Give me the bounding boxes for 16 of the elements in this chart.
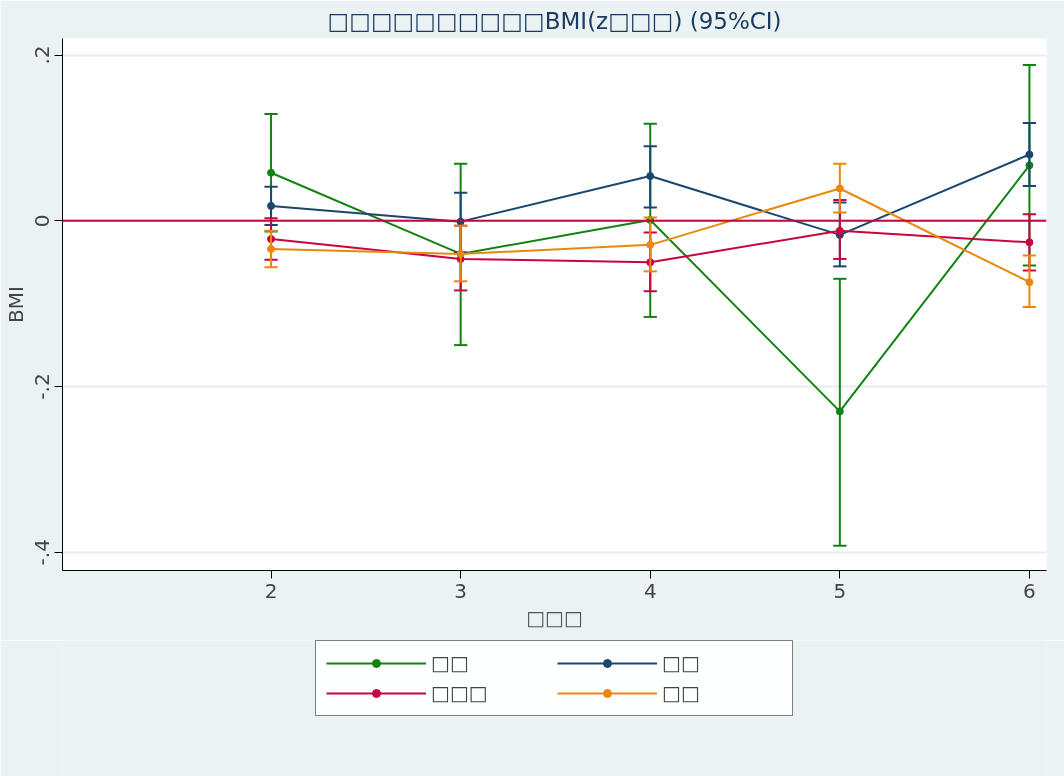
x-tick-label: 6	[1023, 578, 1036, 603]
x-tick-label: 4	[643, 578, 657, 603]
x-tick-label: 2	[264, 578, 278, 603]
legend-label: □□	[662, 651, 701, 675]
y-axis-title: BMI	[3, 286, 28, 323]
y-tick-label: -.2	[30, 373, 55, 400]
legend-label: □□	[431, 651, 470, 675]
legend-label: □□	[662, 681, 701, 705]
legend-label: □□□	[431, 681, 489, 705]
x-axis-title: □□□	[526, 605, 583, 630]
chart-title: □□□□□□□□□□BMI(z□□□) (95%CI)	[327, 7, 782, 34]
x-tick-label: 5	[833, 578, 847, 603]
y-tick-label: -.4	[30, 539, 55, 566]
y-tick-label: 0	[30, 214, 55, 228]
y-tick-label: .2	[30, 45, 55, 65]
x-tick-label: 3	[454, 578, 468, 603]
